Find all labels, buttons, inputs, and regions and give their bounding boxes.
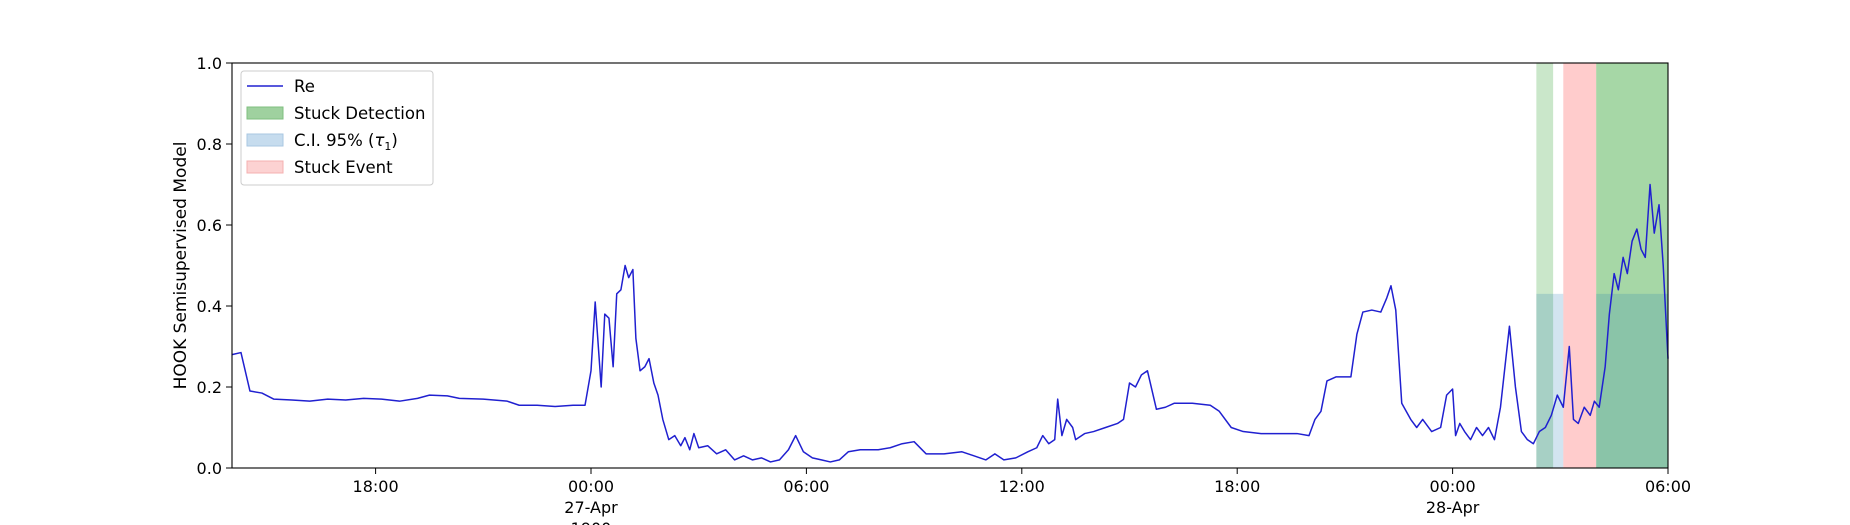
legend-box (240, 70, 434, 186)
x-tick-sublabel-1: 27-Apr (564, 498, 618, 517)
region-3 (1596, 63, 1668, 468)
legend: Re Stuck Detection C.I. 95% (τ1) Stuck Even… (240, 70, 434, 186)
y-axis-label: HOOK Semisupervised Model (171, 142, 191, 390)
region-0 (1536, 63, 1554, 468)
x-tick-label-4: 18:00 (1214, 477, 1260, 496)
x-tick-label-6: 06:00 (1645, 477, 1691, 496)
x-tick-label-2: 06:00 (783, 477, 829, 496)
region-4 (1596, 293, 1668, 468)
legend-label-0: Re (294, 77, 315, 96)
x-tick-label-1: 00:00 (568, 477, 614, 496)
legend-swatch-2 (246, 133, 284, 147)
legend-label-3: Stuck Event (294, 158, 393, 177)
axes (231, 62, 1669, 469)
y-tick-label-5: 1.0 (197, 54, 222, 73)
x-tick-sublabel-5: 28-Apr (1426, 498, 1480, 517)
y-tick-label-4: 0.8 (197, 135, 222, 154)
legend-label-1: Stuck Detection (294, 104, 425, 123)
legend-swatch-3 (246, 160, 284, 174)
x-tick-label-3: 12:00 (999, 477, 1045, 496)
tick-labels: 0.0 0.2 0.4 0.6 0.8 1.0 18:00 00:00 27-Apr 1900 06… (197, 54, 1692, 525)
plot-frame (231, 62, 1669, 469)
legend-swatch-1 (246, 106, 284, 120)
x-tick-label-5: 00:00 (1430, 477, 1476, 496)
series-layer (231, 183, 1669, 463)
x-tick-label-0: 18:00 (353, 477, 399, 496)
legend-label-2: C.I. 95% (τ1) (294, 131, 398, 153)
region-2 (1563, 63, 1597, 468)
region-1 (1536, 293, 1564, 468)
x-tick-sublabel2-1: 1900 (571, 519, 612, 525)
y-tick-label-0: 0.0 (197, 459, 222, 478)
shaded-regions (1536, 63, 1668, 468)
y-tick-label-3: 0.6 (197, 216, 222, 235)
y-tick-label-1: 0.2 (197, 378, 222, 397)
y-tick-label-2: 0.4 (197, 297, 222, 316)
series-line-0 (231, 183, 1669, 463)
